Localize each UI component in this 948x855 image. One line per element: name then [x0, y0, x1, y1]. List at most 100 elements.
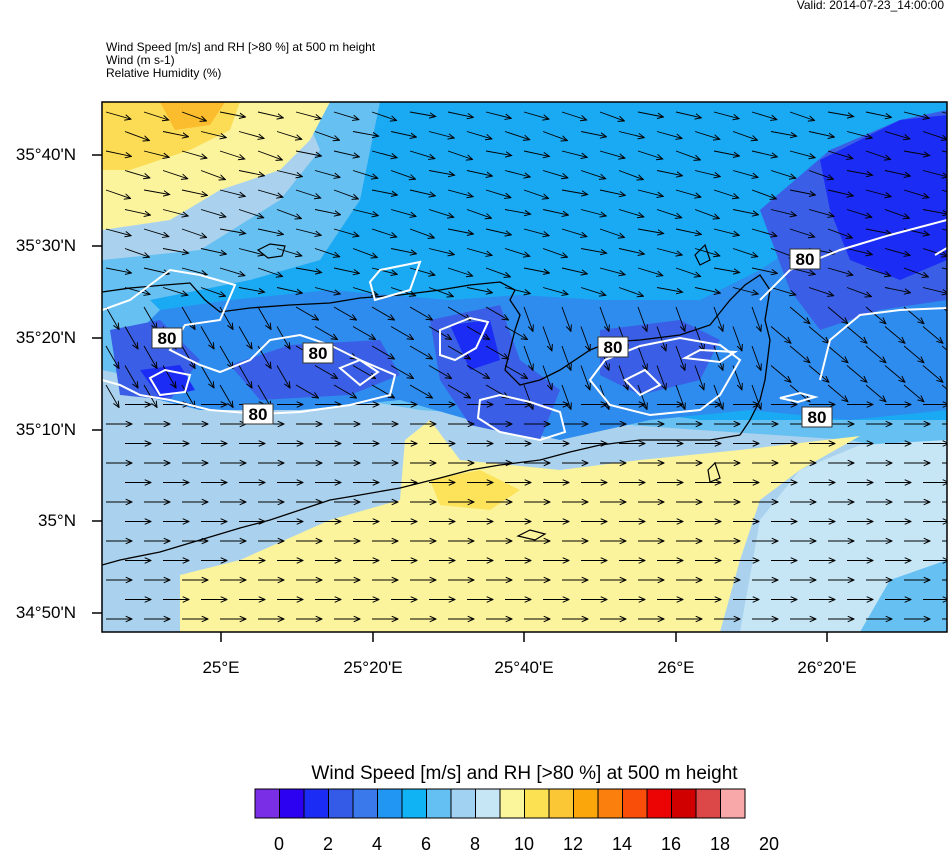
wind-vector-arrow — [618, 248, 644, 255]
wind-vector-arrow — [105, 267, 132, 273]
wind-vector-arrow — [599, 111, 624, 121]
wind-vector-arrow — [238, 131, 264, 139]
wind-vector-arrow — [276, 248, 302, 256]
wind-vector-arrow — [599, 267, 625, 275]
colorbar-tick-label: 10 — [513, 834, 535, 854]
wind-vector-arrow — [295, 150, 322, 156]
wind-vector-arrow — [675, 111, 701, 118]
wind-vector-arrow — [428, 170, 455, 176]
colorbar-swatch — [450, 788, 476, 819]
wind-vector-arrow — [846, 170, 873, 176]
wind-vector-arrow — [694, 209, 719, 219]
wind-vector-arrow — [219, 306, 233, 330]
wind-vector-arrow — [561, 228, 587, 237]
wind-vector-arrow — [238, 326, 252, 350]
wind-vector-arrow — [466, 248, 492, 256]
colorbar-swatch — [720, 788, 746, 819]
island-dionysades — [694, 243, 711, 266]
wind-vector-arrow — [789, 189, 816, 195]
wind-vector-arrow — [295, 267, 322, 273]
contour-label-80: 80 — [808, 408, 827, 427]
colorbar-tick-label: 20 — [758, 834, 780, 854]
wind-vector-arrow — [675, 228, 701, 234]
wind-vector-arrow — [865, 228, 892, 234]
wind-vector-arrow — [181, 267, 207, 275]
wind-vector-arrow — [314, 287, 340, 295]
wind-vector-arrow — [409, 111, 436, 117]
colorbar-swatch — [695, 788, 721, 819]
wind-vector-arrow — [409, 384, 433, 398]
island-koufonisi — [516, 529, 547, 541]
wind-vector-arrow — [409, 306, 433, 320]
wind-vector-arrow — [637, 111, 664, 117]
wind-vector-arrow — [162, 209, 188, 217]
colorbar-tick-label: 6 — [420, 834, 431, 854]
colorbar-title: Wind Speed [m/s] and RH [>80 %] at 500 m… — [311, 763, 738, 784]
wind-vector-arrow — [333, 150, 359, 157]
lat-label: 34°50'N — [15, 603, 76, 622]
wind-vector-arrow — [656, 209, 682, 218]
wind-vector-arrow — [162, 248, 189, 254]
wind-vector-arrow — [941, 384, 947, 390]
wind-vector-arrow — [181, 228, 207, 238]
wind-vector-arrow — [827, 189, 853, 196]
wind-vector-arrow — [789, 228, 815, 237]
wind-vector-arrow — [599, 228, 625, 238]
wind-vector-arrow — [789, 345, 810, 363]
wind-vector-arrow — [390, 365, 414, 379]
colorbar-swatch — [573, 788, 599, 819]
valid-time-label: Valid: 2014-07-23_14:00:00 — [796, 0, 944, 12]
wind-vector-arrow — [257, 228, 283, 234]
wind-vector-arrow — [390, 248, 417, 254]
coastline-crete-south — [102, 434, 741, 566]
colorbar-swatch — [622, 788, 648, 819]
wind-vector-arrow — [428, 287, 453, 297]
wind-vector-arrow — [143, 150, 169, 157]
wind-vector-arrow — [485, 189, 511, 198]
wind-vector-arrow — [656, 131, 682, 139]
wind-vector-arrow — [827, 384, 848, 402]
wind-vector-arrow — [618, 365, 628, 390]
wind-vector-arrow — [314, 326, 338, 340]
wind-vector-arrow — [181, 345, 195, 369]
plot-header-title: Wind Speed [m/s] and RH [>80 %] at 500 m… — [106, 40, 376, 54]
wind-vector-arrow — [732, 209, 759, 215]
wind-vector-arrow — [770, 131, 797, 137]
wind-vector-arrow — [523, 345, 533, 370]
wind-vector-arrow — [314, 170, 340, 178]
wind-vector-arrow — [580, 365, 590, 390]
wind-vector-arrow — [447, 228, 474, 234]
wind-vector-arrow — [808, 287, 834, 296]
wind-vector-arrow — [580, 209, 606, 217]
wind-vector-arrow — [219, 384, 233, 408]
wind-vector-arrow — [580, 287, 606, 296]
wind-vector-arrow — [124, 209, 150, 216]
wind-vector-arrow — [675, 150, 700, 160]
wind-vector-arrow — [732, 131, 758, 141]
wind-vector-arrow — [390, 170, 416, 180]
coastline-crete-north — [102, 274, 771, 436]
wind-vector-arrow — [542, 248, 568, 258]
wind-vector-arrow — [580, 131, 607, 137]
wind-vector-arrow — [504, 170, 530, 178]
wind-vector-arrow — [219, 267, 245, 276]
wind-vector-arrow — [675, 189, 701, 197]
wind-vector-arrow — [808, 326, 829, 344]
wind-vector-arrow — [770, 287, 796, 295]
wind-vector-arrow — [485, 345, 509, 359]
wind-vector-arrow — [105, 384, 119, 408]
wind-vector-arrow — [105, 228, 131, 236]
wind-vector-arrow — [523, 306, 533, 331]
wind-vector-arrow — [447, 111, 473, 117]
wind-vector-arrow — [884, 365, 905, 383]
contour-label-80: 80 — [604, 338, 623, 357]
wind-vector-arrow — [789, 306, 810, 324]
wind-vector-arrow — [276, 131, 302, 140]
wind-vector-arrow — [352, 209, 378, 216]
wind-vector-arrow — [561, 111, 587, 120]
wind-vector-arrow — [333, 189, 358, 199]
wind-vector-arrow — [523, 189, 549, 199]
wind-vector-arrow — [428, 365, 452, 379]
island-dia — [256, 243, 286, 259]
wind-vector-arrow — [846, 209, 872, 218]
